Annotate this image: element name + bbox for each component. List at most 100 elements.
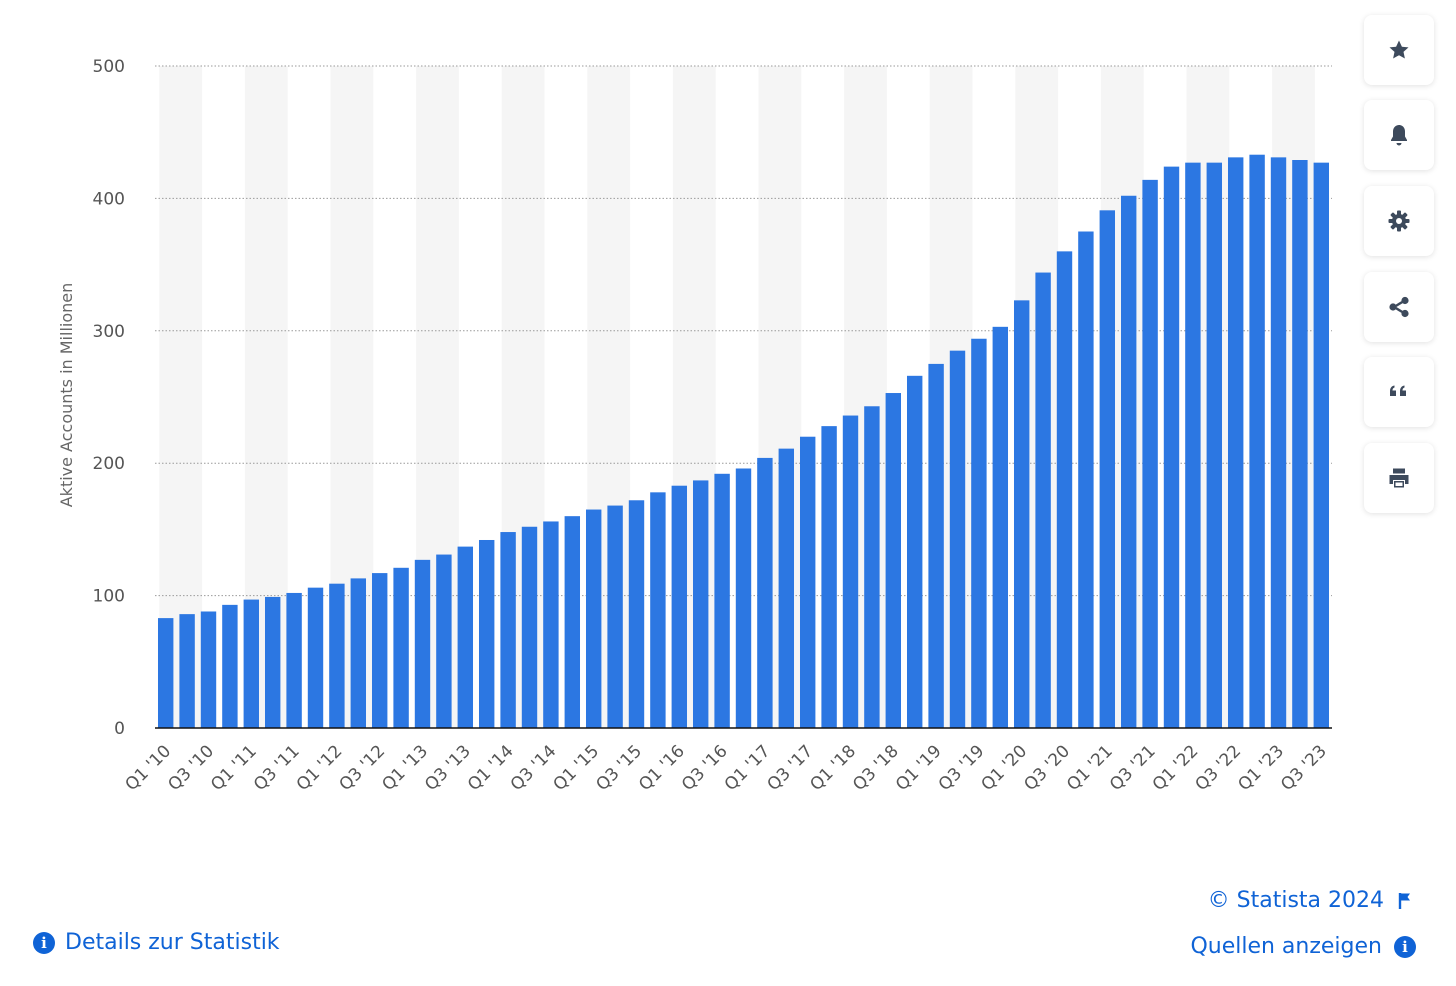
bar[interactable] (1227, 157, 1244, 728)
sources-label: Quellen anzeigen (1190, 934, 1382, 959)
bar[interactable] (200, 611, 217, 728)
bar[interactable] (1206, 162, 1223, 729)
bar[interactable] (1270, 157, 1287, 728)
bar[interactable] (157, 618, 174, 728)
bar[interactable] (949, 350, 966, 728)
x-tick-label: Q3 '14 (507, 741, 561, 795)
x-tick-label: Q1 '21 (1063, 741, 1117, 795)
x-tick-label: Q3 '21 (1106, 741, 1160, 795)
notification-button[interactable] (1364, 100, 1434, 170)
y-tick-label: 0 (114, 719, 125, 739)
bar[interactable] (735, 468, 752, 728)
x-tick-label: Q1 '19 (892, 741, 946, 795)
bar[interactable] (992, 326, 1009, 728)
bell-icon (1391, 125, 1407, 146)
x-tick-label: Q1 '20 (978, 741, 1032, 795)
bar[interactable] (1292, 160, 1308, 728)
x-tick-label: Q3 '19 (935, 741, 989, 795)
bar[interactable] (350, 578, 367, 728)
flag-icon (1398, 892, 1410, 909)
x-tick-label: Q1 '16 (635, 741, 689, 795)
bar[interactable] (1142, 179, 1158, 728)
bar[interactable] (692, 480, 709, 728)
bar[interactable] (436, 554, 452, 728)
x-tick-label: Q3 '10 (164, 741, 218, 795)
bar[interactable] (478, 539, 495, 728)
bar[interactable] (714, 473, 730, 728)
x-tick-label: Q1 '15 (550, 741, 604, 795)
bar[interactable] (564, 516, 581, 728)
bar[interactable] (222, 604, 238, 728)
bar[interactable] (1120, 195, 1137, 728)
bar[interactable] (585, 509, 602, 728)
bar[interactable] (1185, 162, 1201, 729)
bar[interactable] (821, 426, 837, 728)
bar[interactable] (778, 448, 795, 728)
bar[interactable] (500, 532, 516, 728)
bar[interactable] (329, 583, 345, 728)
details-label: Details zur Statistik (65, 930, 280, 955)
bar[interactable] (1099, 210, 1116, 729)
bar[interactable] (1313, 162, 1330, 729)
bar[interactable] (607, 505, 623, 728)
details-link[interactable]: i Details zur Statistik (33, 930, 280, 955)
sources-link[interactable]: Quellen anzeigen i (1190, 934, 1416, 959)
bar[interactable] (1035, 272, 1051, 728)
bar[interactable] (1056, 251, 1073, 729)
bar[interactable] (799, 436, 816, 728)
copyright-link[interactable]: © Statista 2024 (1208, 888, 1412, 913)
bar[interactable] (179, 614, 195, 728)
x-tick-label: Q3 '20 (1020, 741, 1074, 795)
bar[interactable] (842, 415, 859, 728)
y-axis-label: Aktive Accounts in Millionen (57, 283, 76, 508)
bar[interactable] (1163, 166, 1180, 728)
settings-button[interactable] (1364, 186, 1434, 256)
share-button[interactable] (1364, 272, 1434, 342)
bar[interactable] (307, 587, 324, 728)
bar[interactable] (457, 546, 474, 728)
x-tick-label: Q3 '16 (678, 741, 732, 795)
favorite-button[interactable] (1364, 15, 1434, 85)
bar[interactable] (650, 492, 666, 728)
bar[interactable] (1249, 154, 1265, 728)
bar[interactable] (885, 393, 902, 728)
x-tick-label: Q1 '22 (1149, 741, 1203, 795)
y-tick-label: 300 (93, 322, 125, 342)
bar[interactable] (264, 596, 281, 728)
x-tick-label: Q1 '17 (721, 741, 775, 795)
bar[interactable] (864, 406, 880, 728)
x-tick-label: Q3 '23 (1277, 741, 1331, 795)
bar[interactable] (414, 559, 431, 728)
x-tick-label: Q1 '12 (293, 741, 347, 795)
bar[interactable] (521, 526, 538, 728)
info-icon: i (33, 931, 55, 954)
share-icon (1389, 296, 1409, 318)
x-tick-label: Q3 '22 (1192, 741, 1246, 795)
x-tick-label: Q1 '14 (464, 741, 518, 795)
bars (157, 154, 1330, 729)
y-tick-label: 500 (93, 57, 125, 77)
bar[interactable] (928, 363, 944, 728)
bar[interactable] (543, 521, 559, 728)
bar[interactable] (757, 457, 773, 728)
quote-icon (1390, 385, 1406, 396)
bar[interactable] (371, 573, 388, 728)
bar[interactable] (393, 567, 409, 728)
x-tick-label: Q3 '13 (421, 741, 475, 795)
bar[interactable] (971, 338, 987, 728)
bar[interactable] (286, 592, 302, 728)
bar[interactable] (1078, 231, 1094, 729)
x-tick-label: Q3 '17 (764, 741, 818, 795)
y-axis-ticks: 0 100 200 300 400 500 (93, 57, 125, 739)
print-button[interactable] (1364, 443, 1434, 513)
bar[interactable] (1013, 300, 1030, 728)
bar[interactable] (243, 599, 260, 728)
print-icon (1389, 468, 1409, 488)
cite-button[interactable] (1364, 357, 1434, 427)
bar[interactable] (628, 500, 645, 728)
bar[interactable] (906, 375, 923, 728)
y-tick-label: 200 (93, 454, 125, 474)
bar[interactable] (671, 485, 688, 728)
